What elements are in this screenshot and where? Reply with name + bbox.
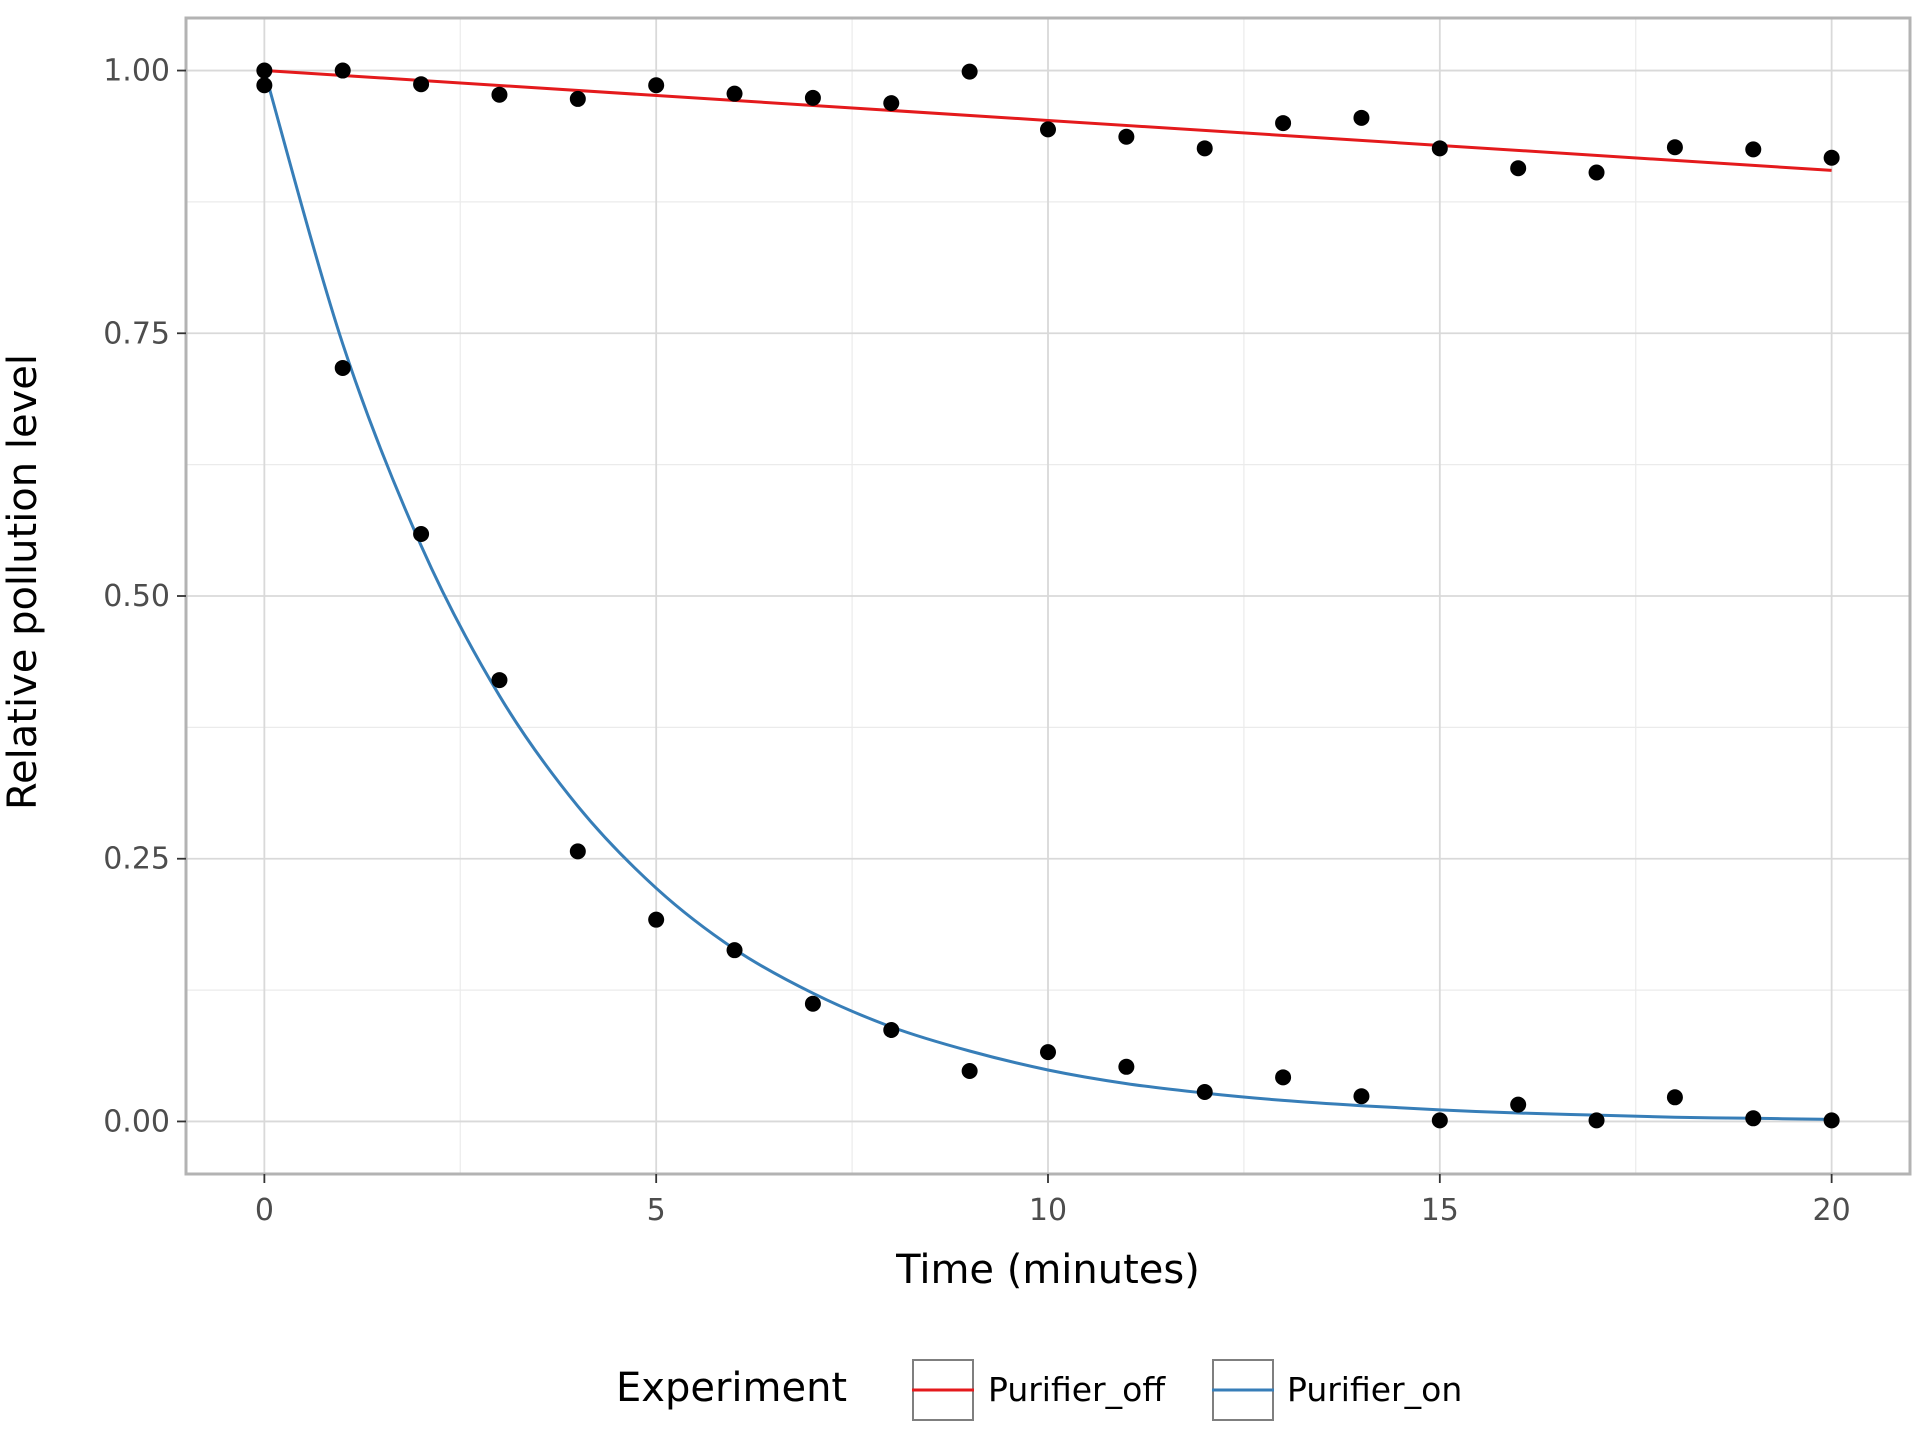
- major-grid: [186, 18, 1910, 1174]
- data-point: [648, 77, 665, 94]
- y-axis-title: Relative pollution level: [0, 354, 46, 810]
- data-point: [804, 89, 821, 106]
- x-tick-label: 15: [1421, 1193, 1459, 1228]
- data-point: [569, 90, 586, 107]
- data-point: [726, 942, 743, 959]
- data-point: [334, 62, 351, 79]
- data-point: [334, 359, 351, 376]
- fit-lines: [262, 69, 1832, 1121]
- data-point: [1275, 1069, 1292, 1086]
- data-point: [961, 63, 978, 80]
- data-point: [883, 95, 900, 112]
- data-point: [1588, 1112, 1605, 1129]
- x-tick-label: 20: [1813, 1193, 1851, 1228]
- data-point: [1666, 1089, 1683, 1106]
- y-tick-label: 0.25: [103, 842, 170, 877]
- legend-item-purifier-off: Purifier_off: [912, 1359, 1166, 1421]
- data-point: [256, 62, 273, 79]
- data-point: [1196, 140, 1213, 157]
- data-point: [256, 77, 273, 94]
- data-point: [961, 1063, 978, 1080]
- x-axis-ticks: 0 5 10 15 20: [255, 1174, 1851, 1228]
- data-point: [804, 995, 821, 1012]
- data-point: [648, 911, 665, 928]
- data-point: [1666, 139, 1683, 156]
- data-point: [1745, 141, 1762, 158]
- data-point: [1823, 149, 1840, 166]
- x-axis-title: Time (minutes): [895, 1247, 1200, 1293]
- y-tick-label: 0.75: [103, 316, 170, 351]
- y-axis-ticks: 0.00 0.25 0.50 0.75 1.00: [103, 54, 186, 1139]
- data-point: [1431, 140, 1448, 157]
- y-tick-label: 0.00: [103, 1104, 170, 1139]
- data-point: [1510, 1096, 1527, 1113]
- data-point: [1118, 128, 1135, 145]
- fit-line-purifier-off: [264, 69, 1832, 172]
- x-tick-label: 0: [255, 1193, 274, 1228]
- y-tick-label: 0.50: [103, 579, 170, 614]
- data-point: [413, 525, 430, 542]
- legend-item-purifier-on: Purifier_on: [1212, 1359, 1462, 1421]
- data-points: [256, 62, 1840, 1129]
- legend: Experiment Purifier_off Purifier_on: [616, 1359, 1462, 1421]
- data-point: [1745, 1110, 1762, 1127]
- data-point: [883, 1022, 900, 1039]
- data-point: [726, 85, 743, 102]
- data-point: [1431, 1112, 1448, 1129]
- data-point: [1040, 1044, 1056, 1061]
- fit-line-purifier-on: [262, 70, 1832, 1121]
- data-point: [1275, 115, 1292, 132]
- data-point: [491, 86, 508, 103]
- legend-title: Experiment: [616, 1365, 847, 1411]
- data-point: [1040, 121, 1056, 138]
- data-point: [569, 843, 586, 860]
- data-point: [1510, 160, 1527, 177]
- data-point: [1118, 1058, 1135, 1075]
- x-tick-label: 5: [647, 1193, 666, 1228]
- x-tick-label: 10: [1029, 1193, 1067, 1228]
- legend-label: Purifier_on: [1287, 1370, 1462, 1409]
- data-point: [1353, 1088, 1370, 1105]
- data-point: [413, 76, 430, 93]
- data-point: [1588, 164, 1605, 181]
- data-point: [1196, 1084, 1213, 1101]
- y-tick-label: 1.00: [103, 54, 170, 89]
- data-point: [1823, 1112, 1840, 1129]
- legend-label: Purifier_off: [988, 1370, 1166, 1409]
- data-point: [491, 672, 508, 689]
- data-point: [1353, 109, 1370, 126]
